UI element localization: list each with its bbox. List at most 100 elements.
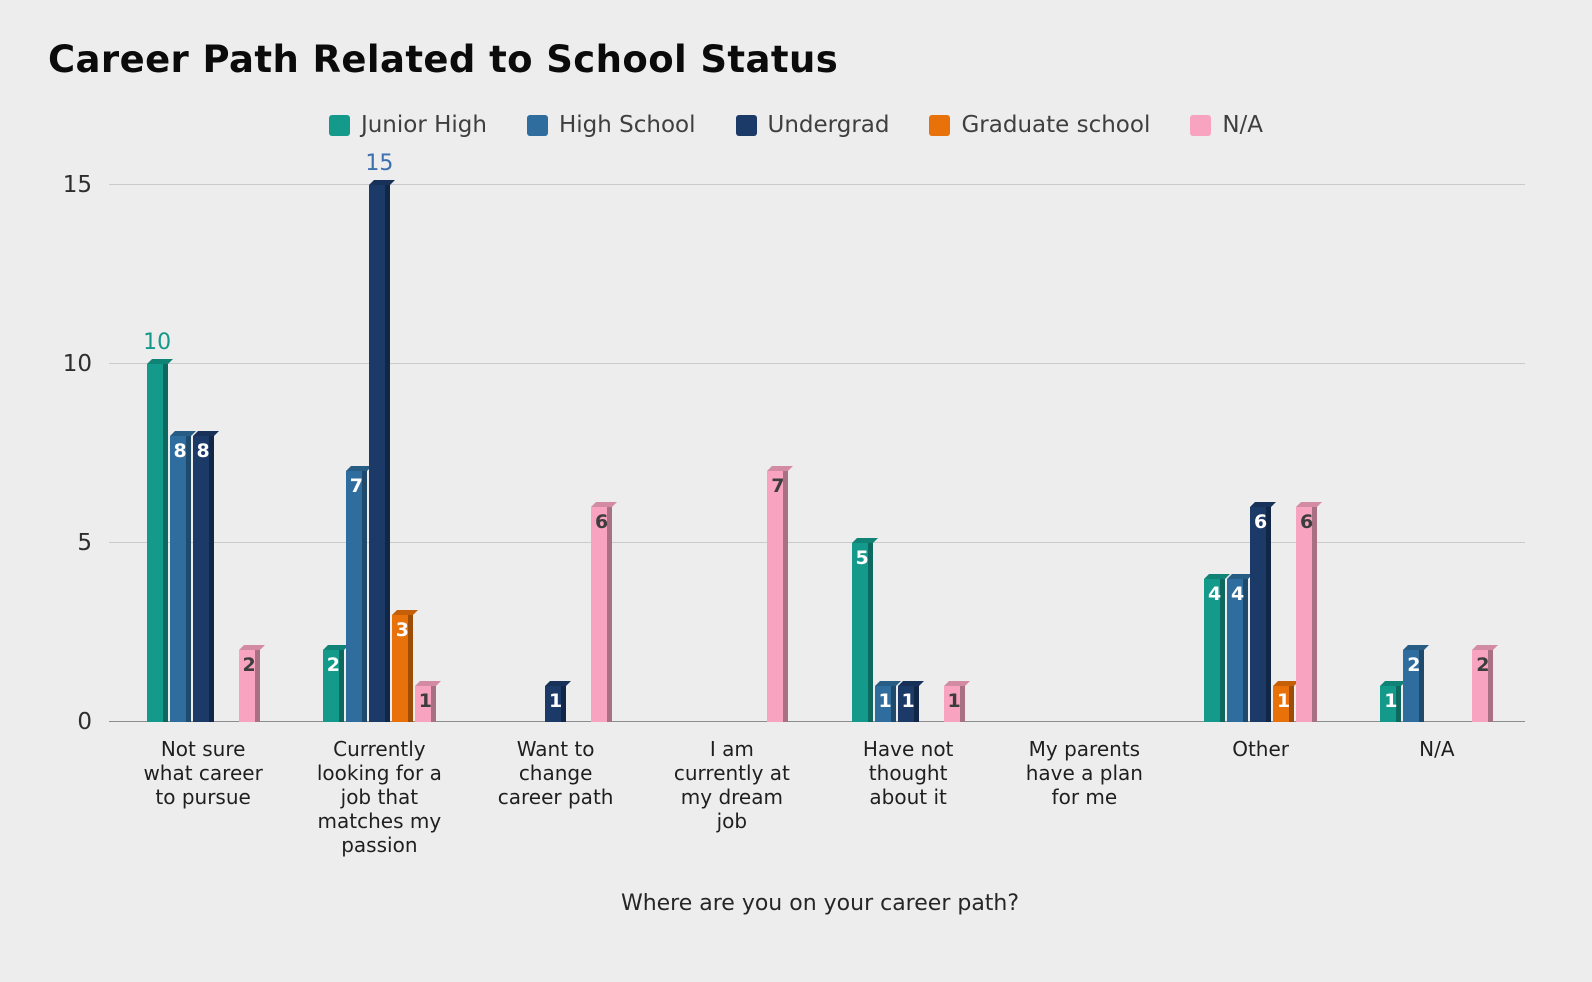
- bar-top-face: [1403, 645, 1430, 651]
- bar-high-school[interactable]: 4: [1227, 573, 1254, 722]
- bar-value-label: 8: [196, 439, 210, 462]
- x-axis-category-label: Want to change career path: [497, 737, 614, 809]
- bar-value-label: 7: [349, 475, 363, 498]
- bar-top-face: [545, 681, 572, 687]
- bar-top-face: [414, 681, 441, 687]
- y-axis-tick-label: 5: [77, 530, 92, 556]
- bar-top-face: [192, 430, 219, 436]
- bar-value-label: 2: [326, 654, 340, 677]
- legend-item-undergrad[interactable]: Undergrad: [735, 112, 890, 138]
- bar-top-face: [897, 681, 924, 687]
- bar-junior-high[interactable]: [146, 359, 173, 722]
- legend-label: N/A: [1222, 112, 1264, 138]
- legend-label: Undergrad: [767, 112, 890, 138]
- y-axis-tick-label: 0: [77, 709, 92, 735]
- bar-n-a[interactable]: 1: [943, 681, 970, 722]
- bar-value-label-above: 10: [143, 330, 172, 355]
- bar-undergrad[interactable]: 1: [545, 681, 572, 722]
- bar-top-face: [591, 502, 618, 508]
- y-axis-tick-label: 15: [62, 172, 92, 198]
- gridline: [109, 363, 1525, 364]
- bar-value-label: 2: [242, 654, 256, 677]
- bar-value-label: 1: [878, 690, 892, 713]
- bar-junior-high[interactable]: 2: [322, 645, 349, 722]
- legend-label: Graduate school: [961, 112, 1151, 138]
- bar-undergrad[interactable]: 1: [897, 681, 924, 722]
- x-axis-category-label: Currently looking for a job that matches…: [316, 737, 442, 857]
- bar-undergrad[interactable]: 6: [1250, 502, 1277, 722]
- bar-n-a[interactable]: 6: [591, 502, 618, 722]
- bar-high-school[interactable]: 7: [345, 466, 372, 722]
- bar-top-face: [146, 359, 173, 364]
- bar-value-label: 1: [947, 690, 961, 713]
- bar-value-label: 7: [771, 475, 785, 498]
- bar-n-a[interactable]: 7: [767, 466, 794, 722]
- bar-top-face: [238, 645, 265, 651]
- x-axis-baseline: [109, 721, 1525, 722]
- legend-item-junior-high[interactable]: Junior High: [328, 112, 487, 138]
- bar-top-face: [391, 609, 418, 615]
- bar-n-a[interactable]: 6: [1296, 502, 1323, 722]
- plot-area: 10 2 5 4 1 8 7 1 4 2 8 15 1 1 6 3 1 2 1 6 7 1 6 2: [109, 151, 1525, 722]
- bar-junior-high[interactable]: 4: [1204, 573, 1231, 722]
- bar-undergrad[interactable]: [368, 180, 395, 722]
- bar-value-label: 5: [855, 547, 869, 569]
- bar-top-face: [1250, 502, 1277, 508]
- bar-high-school[interactable]: 2: [1403, 645, 1430, 722]
- bar-top-face: [943, 681, 970, 687]
- bar-value-label: 1: [901, 690, 915, 713]
- legend-item-n-a[interactable]: N/A: [1190, 112, 1263, 138]
- bar-undergrad[interactable]: 8: [192, 430, 219, 722]
- bar-value-label: 2: [1476, 654, 1490, 677]
- x-axis-category-label: My parents have a plan for me: [1025, 737, 1143, 809]
- bar-top-face: [767, 466, 794, 472]
- bar-value-label: 6: [1254, 511, 1268, 534]
- gridline: [109, 184, 1525, 185]
- x-axis-category-label: Other: [1232, 737, 1290, 761]
- bar-value-label: 1: [1277, 690, 1291, 713]
- y-axis-tick-label: 10: [62, 351, 92, 377]
- bar-graduate-school[interactable]: 1: [1273, 681, 1300, 722]
- bar-value-label: 4: [1208, 582, 1222, 605]
- bar-n-a[interactable]: 1: [414, 681, 441, 722]
- bar-value-label: 4: [1231, 582, 1245, 605]
- legend: Junior High High School Undergrad Graduate …: [0, 112, 1592, 138]
- bar-n-a[interactable]: 2: [1472, 645, 1499, 722]
- legend-label: Junior High: [360, 112, 487, 138]
- bar-high-school[interactable]: 1: [874, 681, 901, 722]
- bar-value-label: 1: [418, 690, 432, 713]
- bar-value-label: 6: [1300, 511, 1314, 534]
- legend-item-graduate-school[interactable]: Graduate school: [929, 112, 1150, 138]
- bar-value-label: 1: [549, 690, 563, 713]
- legend-label: High School: [558, 112, 696, 138]
- bar-value-label: 2: [1407, 654, 1421, 677]
- bar-top-face: [1296, 502, 1323, 508]
- legend-swatch: [929, 114, 951, 136]
- bar-value-label: 3: [395, 618, 409, 641]
- chart-title: Career Path Related to School Status: [48, 38, 839, 81]
- bar-value-label: 8: [173, 439, 187, 462]
- bar-value-label-above: 15: [365, 151, 394, 176]
- bar-top-face: [1472, 645, 1499, 651]
- bar-graduate-school[interactable]: 3: [391, 609, 418, 722]
- bar-n-a[interactable]: 2: [238, 645, 265, 722]
- x-axis-title: Where are you on your career path?: [620, 891, 1020, 916]
- bar-value-label: 1: [1384, 690, 1398, 713]
- bar-junior-high[interactable]: 5: [851, 538, 878, 722]
- legend-swatch: [526, 114, 548, 136]
- legend-item-high-school[interactable]: High School: [526, 112, 696, 138]
- x-axis-category-label: I am currently at my dream job: [673, 737, 790, 833]
- x-axis-category-label: Not sure what career to pursue: [143, 737, 263, 809]
- legend-swatch: [735, 114, 757, 136]
- gridline: [109, 542, 1525, 543]
- bar-top-face: [851, 538, 878, 543]
- bar-high-school[interactable]: 8: [169, 430, 196, 722]
- x-axis-category-label: N/A: [1419, 737, 1455, 761]
- bar-junior-high[interactable]: 1: [1380, 681, 1407, 722]
- legend-swatch: [328, 114, 350, 136]
- bar-value-label: 6: [595, 511, 609, 534]
- x-axis-category-label: Have not thought about it: [862, 737, 954, 809]
- legend-swatch: [1190, 114, 1212, 136]
